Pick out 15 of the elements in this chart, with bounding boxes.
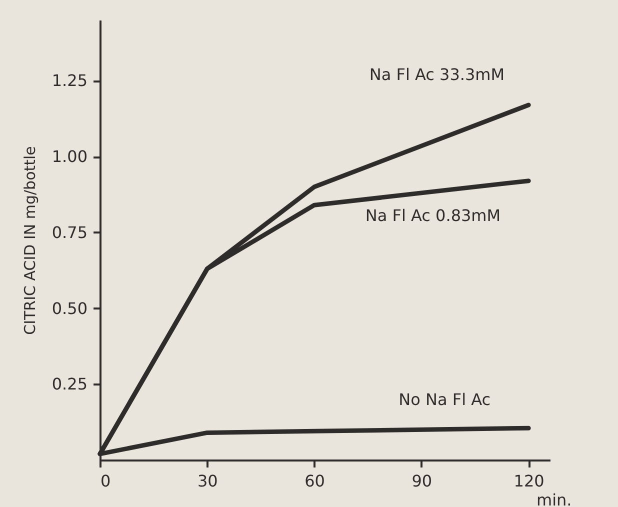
x-tick-label: 30: [197, 472, 218, 490]
x-tick-label: 60: [304, 472, 325, 490]
y-tick-label: 1.00: [52, 147, 88, 166]
y-axis-title: CITRIC ACID IN mg/bottle: [20, 146, 39, 335]
series-label: Na Fl Ac 0.83mM: [365, 206, 501, 225]
y-tick-label: 0.75: [52, 222, 88, 242]
y-tick-label: 0.50: [52, 298, 88, 318]
x-tick-label: 0: [100, 472, 111, 490]
x-tick-label: 120: [514, 472, 544, 490]
y-tick-label: 1.25: [52, 71, 88, 90]
x-tick-label: 90: [412, 472, 432, 490]
series-label: No Na Fl Ac: [398, 390, 491, 410]
series-label: Na Fl Ac 33.3mM: [369, 64, 505, 84]
y-tick-label: 0.25: [52, 374, 88, 394]
x-axis-title: min.: [536, 490, 572, 507]
